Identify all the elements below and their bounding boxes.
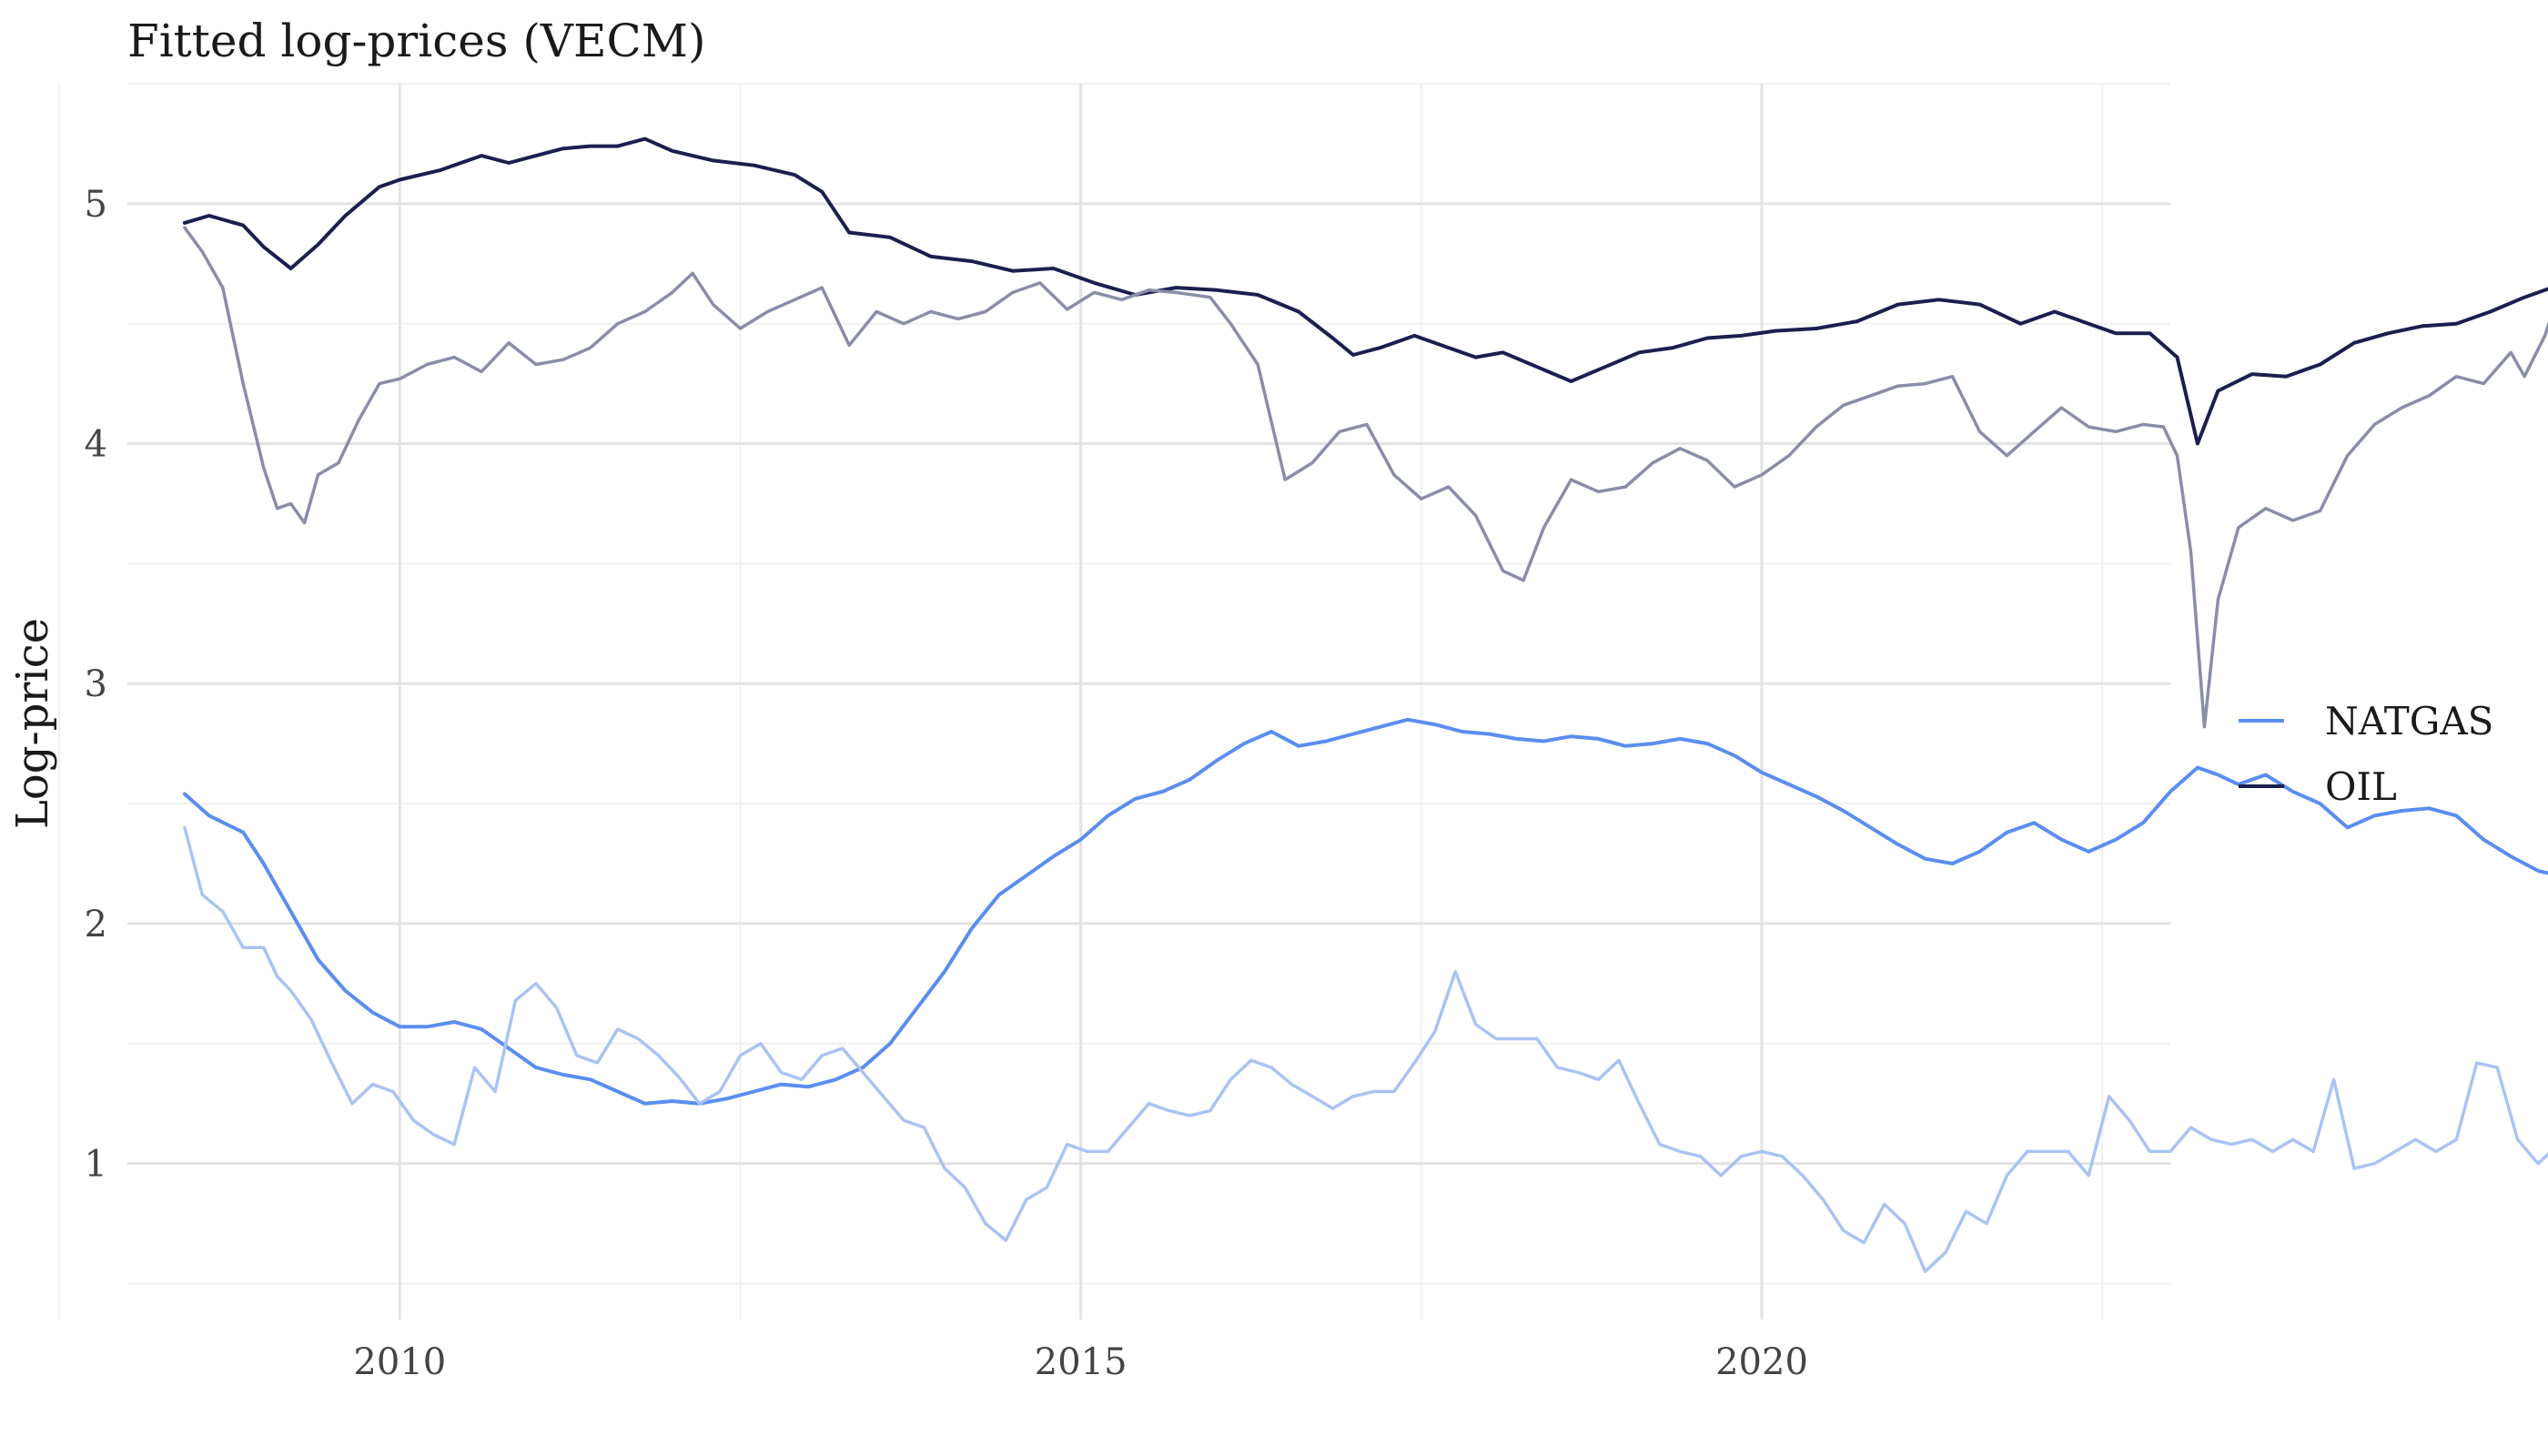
x-axis-ticks: 2010 2015 2020 xyxy=(353,1341,1807,1383)
y-tick-label: 5 xyxy=(85,184,107,226)
legend: NATGAS OIL xyxy=(2239,699,2493,809)
series-line-oil-actual xyxy=(183,226,2548,729)
plot-area xyxy=(182,136,2548,1274)
y-axis-label: Log-price xyxy=(7,618,58,829)
y-tick-label: 4 xyxy=(85,424,107,466)
y-tick-label: 3 xyxy=(85,663,107,705)
series-line-oil-fitted xyxy=(182,136,2548,446)
y-tick-label: 2 xyxy=(85,904,107,945)
x-tick-label: 2010 xyxy=(353,1341,446,1383)
y-axis-ticks: 1 2 3 4 5 xyxy=(85,184,107,1186)
chart-title: Fitted log-prices (VECM) xyxy=(127,15,705,67)
x-tick-label: 2020 xyxy=(1715,1341,1808,1383)
x-tick-label: 2015 xyxy=(1035,1341,1127,1383)
legend-label-natgas: NATGAS xyxy=(2325,699,2493,743)
legend-label-oil: OIL xyxy=(2325,764,2397,809)
grid xyxy=(58,83,2170,1320)
y-tick-label: 1 xyxy=(85,1144,107,1186)
series-line-natgas-actual xyxy=(183,825,2548,1274)
series-line-natgas-fitted xyxy=(182,717,2548,1106)
